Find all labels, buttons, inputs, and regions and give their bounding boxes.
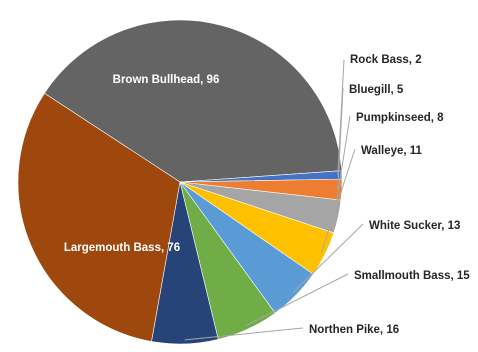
data-label-walleye: Walleye, 11 (361, 145, 423, 157)
data-label-brown-bullhead: Brown Bullhead, 96 (113, 74, 220, 86)
data-label-rock-bass: Rock Bass, 2 (350, 54, 422, 66)
data-label-largemouth-bass: Largemouth Bass, 76 (64, 242, 180, 254)
pie-slices (17, 19, 343, 345)
leader-lines (184, 59, 364, 341)
data-label-northen-pike: Northen Pike, 16 (309, 324, 399, 336)
pie-slice-largemouth-bass (17, 92, 181, 342)
pie-slice-brown-bullhead (44, 19, 342, 183)
leader-line-smallmouth-bass (246, 273, 349, 326)
leader-line-northen-pike (184, 327, 304, 341)
leader-line-pumpkinseed (333, 115, 351, 216)
leader-line-walleye (320, 148, 356, 253)
data-labels: Brown Bullhead, 96 Rock Bass, 2 Bluegill, … (64, 54, 470, 336)
data-label-smallmouth-bass: Smallmouth Bass, 15 (354, 270, 470, 282)
leader-line-white-sucker (292, 223, 364, 293)
leader-line-rock-bass (337, 59, 345, 176)
data-label-white-sucker: White Sucker, 13 (369, 220, 460, 232)
leader-line-bluegill (337, 87, 344, 190)
data-label-bluegill: Bluegill, 5 (349, 84, 404, 96)
data-label-pumpkinseed: Pumpkinseed, 8 (356, 112, 444, 124)
